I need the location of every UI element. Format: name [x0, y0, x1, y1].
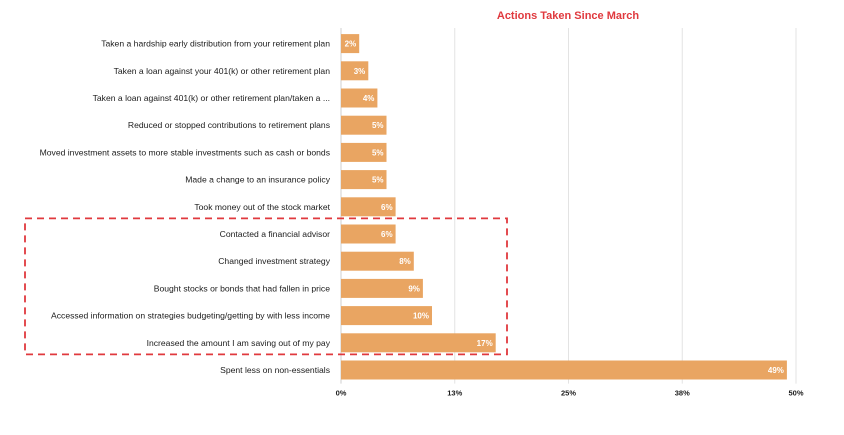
category-label: Accessed information on strategies budge… — [51, 311, 330, 321]
bar — [341, 278, 423, 298]
category-label: Spent less on non-essentials — [220, 365, 330, 375]
value-label: 5% — [372, 176, 384, 185]
x-tick-label: 25% — [561, 389, 576, 398]
x-tick-label: 13% — [447, 389, 462, 398]
highlight-box — [24, 217, 508, 356]
category-label: Reduced or stopped contributions to reti… — [128, 120, 330, 130]
bar — [341, 142, 387, 162]
category-label: Took money out of the stock market — [194, 202, 330, 212]
bar — [341, 333, 496, 353]
value-labels: 2% 3% 4% 5% 5% 5% 6% 6% 8% 9% 10% 17% 49% — [345, 40, 784, 375]
value-label: 6% — [381, 230, 393, 239]
x-axis-ticks: 0% 13% 25% 38% 50% — [336, 389, 804, 398]
bar — [341, 115, 387, 135]
value-label: 3% — [354, 67, 366, 76]
bar — [341, 170, 387, 190]
value-label: 9% — [408, 284, 420, 293]
bar — [341, 61, 369, 81]
bar — [341, 34, 360, 54]
value-label: 6% — [381, 203, 393, 212]
category-label: Increased the amount I am saving out of … — [147, 338, 331, 348]
category-label: Taken a loan against 401(k) or other ret… — [93, 93, 330, 103]
value-label: 2% — [345, 40, 357, 49]
x-tick-label: 38% — [675, 389, 690, 398]
category-label: Contacted a financial advisor — [220, 229, 330, 239]
category-label: Bought stocks or bonds that had fallen i… — [154, 283, 331, 293]
x-tick-label: 50% — [788, 389, 803, 398]
bar — [341, 224, 396, 244]
value-label: 10% — [413, 312, 429, 321]
x-tick-label: 0% — [336, 389, 347, 398]
bars — [341, 34, 787, 380]
value-label: 8% — [399, 257, 411, 266]
category-label: Taken a loan against your 401(k) or othe… — [114, 66, 331, 76]
chart-title: Actions Taken Since March — [497, 10, 640, 22]
category-label: Moved investment assets to more stable i… — [40, 147, 330, 157]
category-label: Made a change to an insurance policy — [185, 175, 330, 185]
value-label: 5% — [372, 148, 384, 157]
bar — [341, 360, 787, 380]
value-label: 4% — [363, 94, 375, 103]
bar — [341, 251, 414, 271]
bar — [341, 306, 432, 326]
value-label: 49% — [768, 366, 784, 375]
category-label: Taken a hardship early distribution from… — [101, 39, 330, 49]
bar — [341, 197, 396, 217]
grid-lines — [340, 28, 797, 384]
category-labels: Taken a hardship early distribution from… — [40, 39, 331, 375]
bar — [341, 88, 378, 108]
category-label: Changed investment strategy — [218, 256, 330, 266]
value-label: 5% — [372, 121, 384, 130]
value-label: 17% — [477, 339, 493, 348]
